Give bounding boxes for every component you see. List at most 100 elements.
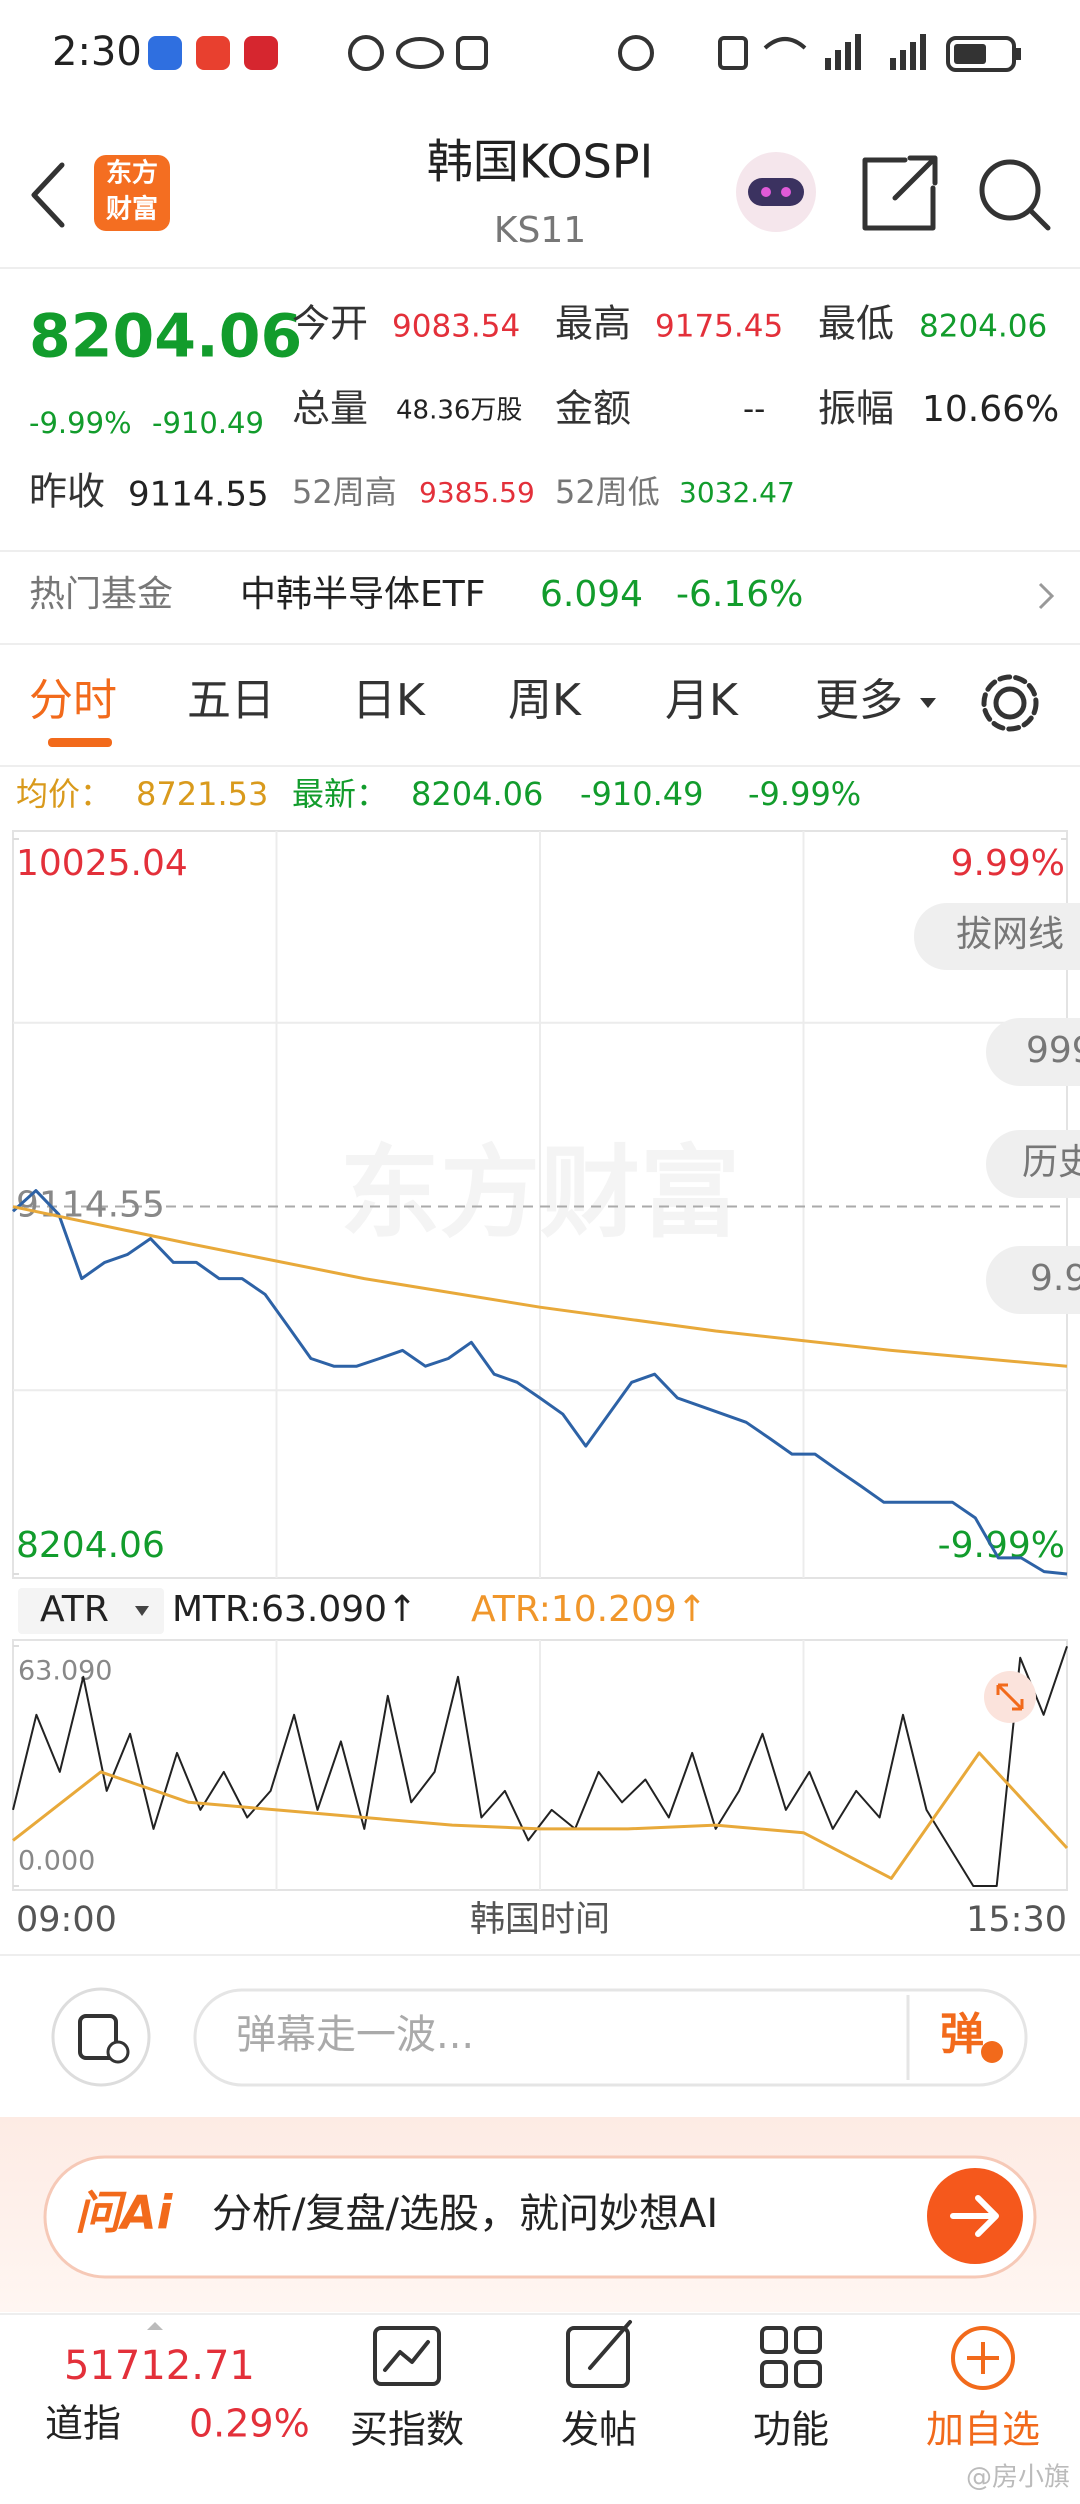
field-value: 9385.59: [419, 476, 535, 509]
side-button-label: 9.9: [1030, 1258, 1080, 1299]
caret: [147, 2322, 163, 2330]
change: -910.49: [580, 775, 704, 813]
danmaku-badge: [981, 2041, 1003, 2063]
y2-tick-label: 9.99%: [951, 843, 1065, 884]
series-line: [11, 1189, 1068, 1576]
chart-watermark: 东方财富: [340, 1134, 740, 1251]
app-logo: [94, 155, 170, 231]
page-subtitle: KS11: [494, 210, 586, 251]
field-label: 金额: [555, 387, 631, 431]
field-value: 8204.06: [919, 309, 1047, 345]
side-button-label: 拔网线: [956, 914, 1064, 955]
hot-fund-label: 热门基金: [29, 574, 173, 615]
x-tick-label: 15:30: [966, 1900, 1067, 1940]
nav-label: 买指数: [350, 2408, 464, 2452]
side-button[interactable]: 历史: [986, 1130, 1080, 1198]
fund-price: 6.094: [540, 574, 643, 615]
index-value: 51712.71: [64, 2343, 255, 2389]
hot-fund-row[interactable]: 热门基金 中韩半导体ETF 6.094 -6.16%: [29, 574, 1055, 615]
tab[interactable]: 日K: [352, 675, 426, 726]
side-button[interactable]: 999: [986, 1018, 1080, 1086]
ai-input[interactable]: [43, 2155, 1037, 2279]
nav-label: 功能: [753, 2408, 829, 2452]
field-value: 9083.54: [392, 309, 520, 345]
nav-label: 加自选: [926, 2408, 1040, 2452]
indicator-select[interactable]: [18, 1588, 164, 1634]
page-title: 韩国KOSPI: [427, 135, 653, 189]
y-tick-label: 0.000: [18, 1846, 95, 1877]
back-button[interactable]: [31, 162, 65, 228]
side-button[interactable]: 拔网线: [914, 903, 1080, 970]
ai-send[interactable]: [927, 2168, 1023, 2264]
comment-placeholder: 弹幕走一波...: [236, 2012, 474, 2058]
expand-button[interactable]: [984, 1671, 1036, 1723]
logo-text: 东方: [106, 158, 158, 189]
field-label: 昨收: [29, 470, 105, 514]
fund-name: 中韩半导体ETF: [240, 574, 485, 615]
field-label: 最低: [818, 302, 894, 346]
danmaku-settings[interactable]: [51, 1987, 151, 2087]
y-tick-label: 8204.06: [16, 1525, 165, 1566]
ai-logo: 问Ai: [75, 2186, 174, 2240]
field-value: --: [743, 392, 765, 428]
comment-input[interactable]: [193, 1988, 1028, 2087]
chevron: [1038, 582, 1055, 610]
tab[interactable]: 月K: [665, 675, 739, 726]
avg-price: 8721.53: [136, 775, 268, 813]
share-button[interactable]: [862, 155, 938, 231]
settings-button[interactable]: [981, 674, 1039, 732]
nav-item[interactable]: 发帖: [561, 2320, 637, 2452]
dropdown-caret: [135, 1606, 149, 1616]
legend-entry: MTR:63.090↑: [172, 1589, 417, 1630]
side-button-label: 历史: [1022, 1142, 1080, 1183]
y-tick-label: 10025.04: [16, 843, 188, 884]
fund-change: -6.16%: [676, 574, 803, 615]
charts: 东方财富 8204.06 9114.55 10025.04 -9.99% 9.99% 0.0…: [11, 830, 1069, 1940]
field-label: 最高: [555, 302, 631, 346]
change-pct: -9.99%: [29, 406, 132, 440]
index-ticker[interactable]: 51712.71 道指 0.29%: [45, 2343, 310, 2446]
search-button[interactable]: [979, 159, 1051, 231]
y-tick-label: 9114.55: [16, 1185, 165, 1226]
assistant-avatar[interactable]: [736, 152, 816, 232]
nav-item[interactable]: 功能: [753, 2326, 829, 2452]
field-label: 总量: [292, 387, 368, 431]
series-line: [12, 1205, 1068, 1368]
tab[interactable]: 更多: [815, 675, 903, 726]
avg-label: 均价：: [16, 775, 112, 813]
last-price: 8204.06: [411, 775, 543, 813]
index-name: 道指: [45, 2402, 121, 2446]
logo-text: 财富: [106, 194, 158, 225]
tab[interactable]: 分时: [29, 675, 117, 726]
danmaku-button[interactable]: 弹: [940, 2009, 984, 2060]
indicator-name: ATR: [40, 1589, 109, 1630]
side-button[interactable]: 9.9: [986, 1246, 1080, 1314]
tab-underline: [48, 738, 112, 747]
x-tick-label: 09:00: [16, 1900, 117, 1940]
y-tick-label: 63.090: [18, 1656, 112, 1687]
tab[interactable]: 周K: [508, 675, 582, 726]
field-value: 10.66%: [922, 389, 1059, 430]
nav-item[interactable]: 加自选: [926, 2326, 1040, 2452]
ai-prompt: 分析/复盘/选股，就问妙想AI: [212, 2191, 718, 2237]
field-label: 今开: [292, 302, 368, 346]
status-time: 2:30: [52, 29, 142, 75]
change-pct: -9.99%: [748, 775, 861, 813]
side-button-label: 999: [1026, 1030, 1080, 1071]
dropdown-caret: [920, 698, 936, 708]
status-icons: [148, 34, 1021, 72]
change: -910.49: [152, 406, 264, 440]
field-value: 3032.47: [679, 476, 795, 509]
legend-entry: ATR:10.209↑: [471, 1589, 707, 1630]
tab[interactable]: 五日: [187, 675, 275, 726]
field-value: 9114.55: [128, 475, 269, 515]
y2-tick-label: -9.99%: [938, 1525, 1065, 1566]
field-label: 52周高: [292, 473, 397, 511]
x-axis-title: 韩国时间: [470, 1900, 610, 1940]
series-line: [12, 1645, 1068, 1887]
nav-item[interactable]: 买指数: [350, 2326, 464, 2452]
last-price: 8204.06: [29, 302, 302, 372]
series-line: [12, 1751, 1069, 1880]
field-label: 52周低: [555, 473, 660, 511]
